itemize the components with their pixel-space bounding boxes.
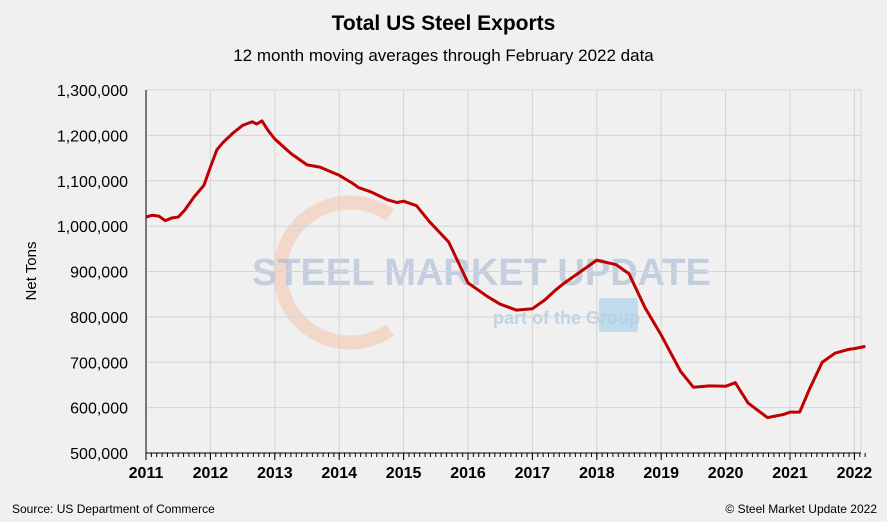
y-tick-label: 600,000 [70, 401, 128, 418]
y-tick-label: 1,300,000 [57, 83, 128, 100]
y-tick-label: 900,000 [70, 265, 128, 282]
watermark-cru-logo [599, 298, 638, 332]
x-tick-label: 2022 [837, 465, 873, 482]
y-tick-label: 700,000 [70, 355, 128, 372]
y-tick-label: 1,000,000 [57, 219, 128, 236]
x-tick-label: 2013 [257, 465, 293, 482]
x-tick-label: 2020 [708, 465, 744, 482]
watermark-text: STEEL MARKET UPDATE [252, 252, 711, 294]
x-tick-label: 2016 [450, 465, 486, 482]
x-tick-label: 2012 [193, 465, 229, 482]
chart-subtitle: 12 month moving averages through Februar… [233, 46, 654, 65]
y-tick-label: 1,200,000 [57, 128, 128, 145]
y-tick-label: 800,000 [70, 310, 128, 327]
y-tick-label: 1,100,000 [57, 174, 128, 191]
chart-title: Total US Steel Exports [331, 12, 556, 35]
y-tick-label: 500,000 [70, 446, 128, 463]
x-tick-label: 2011 [129, 465, 164, 482]
copyright-note: © Steel Market Update 2022 [725, 502, 877, 516]
x-tick-label: 2019 [643, 465, 679, 482]
watermark-arc [273, 195, 394, 350]
x-tick-label: 2021 [772, 465, 808, 482]
x-tick-label: 2018 [579, 465, 615, 482]
series-line [145, 119, 866, 420]
x-tick-label: 2014 [321, 465, 357, 482]
x-tick-label: 2015 [386, 465, 422, 482]
x-tick-label: 2017 [515, 465, 551, 482]
source-note: Source: US Department of Commerce [12, 502, 215, 516]
y-axis-label: Net Tons [23, 242, 40, 301]
